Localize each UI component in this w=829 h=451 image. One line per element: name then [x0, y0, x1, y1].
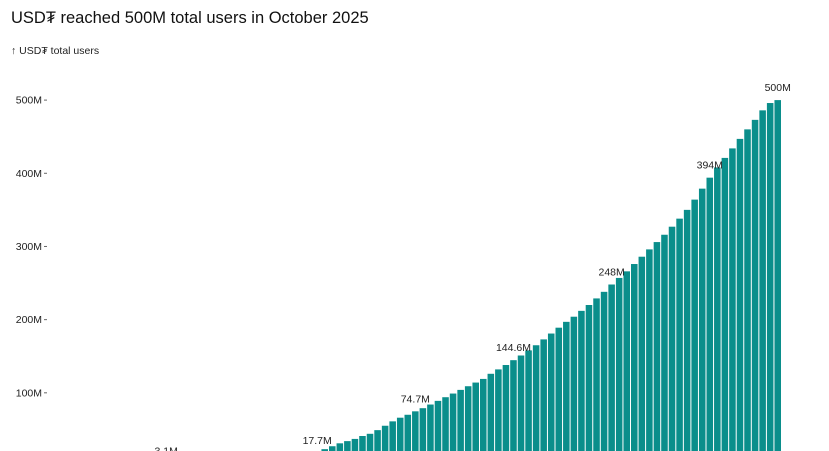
bar [321, 449, 328, 451]
bar [608, 284, 615, 451]
bar [525, 350, 532, 451]
bar [442, 397, 449, 451]
y-axis: 100M 200M 300M 400M 500M [16, 95, 47, 399]
bar [389, 421, 396, 451]
bar [578, 310, 585, 451]
bar [510, 360, 517, 451]
bar [404, 414, 412, 451]
bar [698, 188, 706, 451]
bar [366, 433, 374, 451]
bar [336, 443, 344, 451]
bar [487, 373, 495, 451]
y-tick-label: 100M [16, 387, 42, 399]
bar [359, 436, 366, 451]
bar [434, 400, 442, 451]
bar [381, 425, 389, 451]
bar [351, 438, 359, 451]
bar [532, 345, 540, 451]
bar [427, 404, 434, 451]
bar [676, 218, 683, 451]
data-label: 144.6M [496, 342, 531, 354]
y-tick-label: 400M [16, 168, 42, 180]
bar [714, 167, 721, 451]
bar [691, 199, 698, 451]
bar [563, 321, 570, 451]
bar [344, 441, 351, 451]
y-tick-label: 500M [16, 95, 42, 107]
bar [480, 378, 487, 451]
bar [449, 393, 457, 451]
bars-group [321, 100, 781, 451]
bar [419, 408, 427, 451]
bar [638, 256, 646, 451]
bar [668, 226, 676, 451]
bar [396, 417, 404, 451]
bar [374, 430, 381, 451]
data-label: 394M [697, 160, 723, 172]
bar [593, 298, 600, 451]
bar [517, 355, 525, 451]
y-tick-label: 300M [16, 241, 42, 253]
bar [495, 369, 502, 451]
data-label: 248M [598, 267, 624, 279]
y-axis-label: ↑ USD₮ total users [11, 45, 100, 57]
bar [600, 291, 608, 451]
bar [646, 249, 653, 451]
data-labels-group: 3.1M 17.7M 74.7M 144.6M 248M 394M 500M [154, 82, 790, 451]
bar [766, 103, 774, 451]
bar [412, 411, 419, 451]
bar [751, 119, 759, 451]
data-label: 74.7M [401, 393, 430, 405]
bar [615, 277, 623, 451]
bar [502, 365, 510, 451]
bar [774, 100, 781, 451]
bar [623, 271, 630, 451]
bar [706, 177, 714, 451]
bar [547, 333, 555, 451]
y-tick-label: 200M [16, 314, 42, 326]
bar [759, 110, 766, 451]
bar [540, 339, 547, 451]
bar [736, 138, 744, 451]
bar [585, 305, 593, 451]
bar [464, 386, 472, 451]
bar [329, 446, 336, 451]
bar [683, 209, 691, 451]
bar [472, 382, 479, 451]
data-label: 500M [765, 82, 791, 94]
bar [555, 327, 563, 451]
bar [744, 129, 751, 451]
data-label: 17.7M [303, 435, 332, 447]
bar [721, 157, 729, 451]
bar [661, 234, 668, 451]
bar [653, 242, 661, 451]
data-label: 3.1M [154, 446, 177, 451]
bar [729, 148, 736, 451]
chart-title: USD₮ reached 500M total users in October… [11, 9, 369, 27]
bar [631, 264, 638, 451]
bar [457, 389, 464, 451]
bar [570, 316, 578, 451]
